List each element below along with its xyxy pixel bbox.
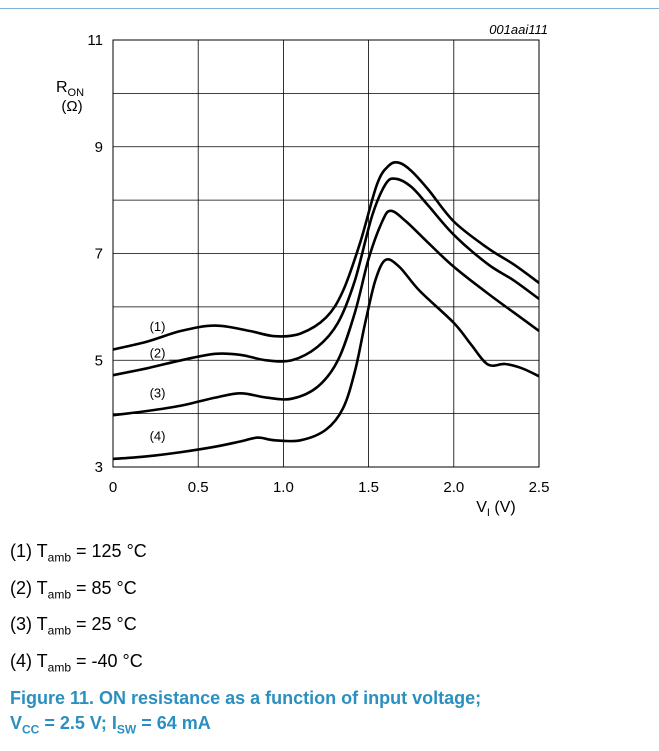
y-axis-label-sub: ON xyxy=(68,87,85,99)
series-label-2: (2) xyxy=(150,346,166,361)
legend-item: (1) Tamb = 125 °C xyxy=(10,541,147,565)
y-tick-label: 11 xyxy=(87,32,103,49)
series-label-1: (1) xyxy=(150,319,166,334)
series-line-3 xyxy=(112,209,540,417)
series-line-2 xyxy=(112,177,540,377)
caption-line-1: Figure 11. ON resistance as a function o… xyxy=(10,688,482,708)
top-rule xyxy=(0,8,659,9)
x-tick-label: 2.0 xyxy=(443,479,464,496)
x-axis-label: VI (V) xyxy=(476,499,516,519)
x-tick-label: 0 xyxy=(109,479,117,496)
legend-item: (3) Tamb = 25 °C xyxy=(10,614,137,638)
y-axis-label: RON xyxy=(56,79,84,99)
chart: 0 0.5 1.0 1.5 2.0 2.5 3 5 7 9 11 RON (Ω) VI (V) (1… xyxy=(56,32,550,519)
legend-item: (2) Tamb = 85 °C xyxy=(10,578,137,602)
figure-caption: Figure 11. ON resistance as a function o… xyxy=(10,686,650,743)
y-tick-label: 5 xyxy=(95,352,103,369)
x-tick-label: 1.5 xyxy=(358,479,379,496)
legend-item: (4) Tamb = -40 °C xyxy=(10,651,143,675)
series-label-4: (4) xyxy=(150,428,166,443)
series-line-4 xyxy=(112,258,540,461)
y-tick-label: 3 xyxy=(95,459,103,476)
y-axis-unit: (Ω) xyxy=(61,98,82,115)
series-line-1 xyxy=(112,161,540,351)
caption-line-2: VCC = 2.5 V; ISW = 64 mA xyxy=(10,713,211,737)
x-tick-label: 0.5 xyxy=(188,479,209,496)
x-tick-label: 1.0 xyxy=(273,479,294,496)
figure-id: 001aai111 xyxy=(489,22,548,37)
y-tick-label: 9 xyxy=(95,139,103,156)
series-label-3: (3) xyxy=(150,386,166,401)
y-tick-label: 7 xyxy=(95,246,103,263)
x-tick-label: 2.5 xyxy=(529,479,550,496)
x-axis-label-sub: I xyxy=(487,507,490,519)
